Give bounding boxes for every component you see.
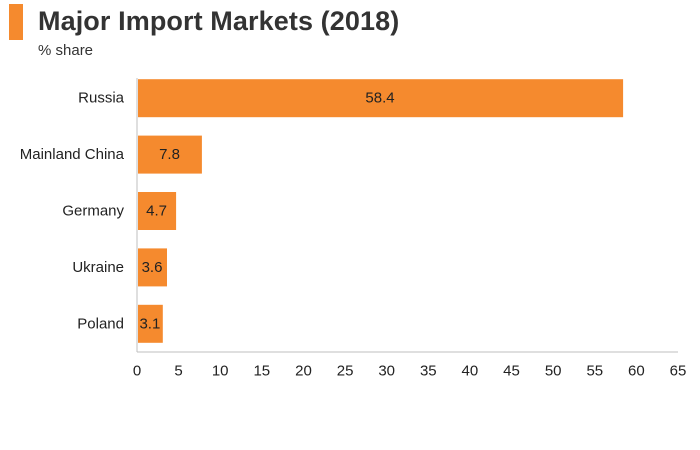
x-tick-label: 60 <box>628 363 645 380</box>
chart-title: Major Import Markets (2018) <box>38 6 400 36</box>
x-tick-label: 50 <box>545 363 562 380</box>
bar-russia <box>138 79 624 118</box>
x-tick-label: 65 <box>670 363 687 380</box>
bars-layer <box>138 79 624 343</box>
chart-subtitle: % share <box>38 42 94 59</box>
x-tick-label: 45 <box>503 363 520 380</box>
data-label: 3.6 <box>142 259 163 276</box>
x-tick-label: 5 <box>174 363 182 380</box>
category-label: Ukraine <box>72 259 124 276</box>
data-label: 58.4 <box>365 90 394 107</box>
bar-poland <box>138 304 163 343</box>
x-tick-label: 55 <box>586 363 603 380</box>
x-tick-label: 10 <box>212 363 229 380</box>
data-label: 3.1 <box>139 315 160 332</box>
axis-layer: 0 5 10 15 20 25 30 35 40 45 50 55 60 65 <box>133 78 687 380</box>
bar-mainland-china <box>138 135 202 174</box>
x-tick-label: 0 <box>133 363 141 380</box>
category-label: Poland <box>77 315 124 332</box>
category-label: Germany <box>62 203 124 220</box>
category-label: Russia <box>78 90 125 107</box>
data-label: 4.7 <box>146 203 167 220</box>
labels-layer: Russia 58.4 Mainland China 7.8 Germany 4.7 Ukr… <box>20 90 395 333</box>
bar-germany <box>138 192 177 230</box>
x-tick-label: 40 <box>462 363 479 380</box>
x-tick-label: 35 <box>420 363 437 380</box>
category-label: Mainland China <box>20 146 125 163</box>
title-accent-bar <box>9 4 23 40</box>
x-tick-label: 15 <box>253 363 270 380</box>
x-tick-label: 30 <box>378 363 395 380</box>
data-label: 7.8 <box>159 146 180 163</box>
bar-ukraine <box>138 248 167 287</box>
x-tick-label: 25 <box>337 363 354 380</box>
x-tick-label: 20 <box>295 363 312 380</box>
